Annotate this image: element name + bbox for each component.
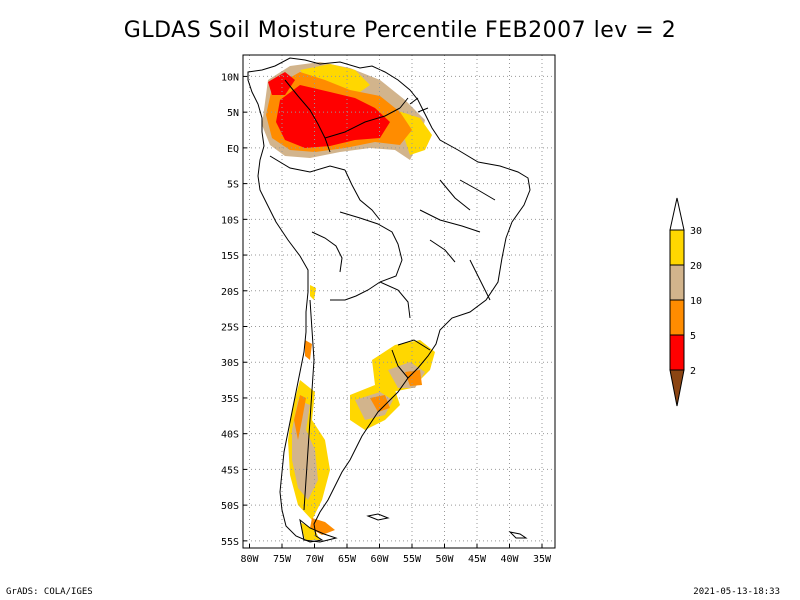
legend-label: 10 [690, 296, 702, 307]
legend-swatch [669, 264, 685, 301]
brazil-states [419, 179, 496, 301]
lon-label: 75W [273, 554, 292, 565]
lon-label: 60W [370, 554, 389, 565]
legend-swatch-above [669, 197, 685, 231]
legend-swatch [669, 299, 685, 336]
lon-label: 65W [338, 554, 357, 565]
border-argentina-uruguay [391, 349, 409, 379]
lat-label: 20S [221, 287, 239, 298]
lon-label: 40W [500, 554, 519, 565]
lat-label: 55S [221, 537, 239, 548]
legend-label: 2 [690, 366, 696, 377]
lon-label: 50W [435, 554, 454, 565]
lat-label: 15S [221, 251, 239, 262]
border-peru-brazil [344, 169, 381, 221]
border-colombia-peru [269, 155, 346, 173]
lon-label: 80W [240, 554, 259, 565]
lat-label: EQ [227, 144, 239, 155]
border-bolivia-brazil [339, 211, 403, 283]
legend-swatch [669, 334, 685, 371]
footer-credit: GrADS: COLA/IGES [6, 587, 93, 597]
lat-label: 10S [221, 215, 239, 226]
soil-moisture-shading [262, 62, 435, 540]
lon-label: 70W [305, 554, 324, 565]
legend-label: 5 [690, 331, 696, 342]
border-venezuela-brazil [324, 107, 401, 139]
falklands [366, 513, 390, 521]
map-frame [242, 54, 556, 549]
shade-region-andes-orange [305, 340, 312, 360]
color-legend: 30 20 10 5 2 [669, 197, 702, 407]
latitude-labels: 10N 5N EQ 5S 10S 15S 20S 25S 30S 35S 40S 45S 50S 55S [221, 72, 247, 548]
border-chile-argentina [303, 299, 315, 511]
legend-swatch-below [669, 369, 685, 407]
border-peru-bolivia [311, 231, 343, 273]
lat-label: 50S [221, 501, 239, 512]
tierra-del-fuego [299, 518, 338, 543]
lon-label: 55W [403, 554, 422, 565]
legend-swatch [669, 229, 685, 266]
border-bolivia-paraguay [330, 281, 381, 301]
footer-timestamp: 2021-05-13-18:33 [693, 587, 780, 597]
lat-label: 40S [221, 430, 239, 441]
shade-region-north-red [276, 85, 390, 148]
coastline-and-borders [247, 57, 531, 543]
lon-label: 35W [533, 554, 552, 565]
shade-region-uruguay-orange [405, 370, 422, 386]
continent-outline [247, 57, 531, 543]
lat-label: 5S [227, 180, 239, 191]
border-guianas [399, 97, 429, 113]
border-brazil-uruguay [397, 339, 431, 351]
south-georgia [508, 531, 528, 539]
lat-label: 25S [221, 323, 239, 334]
legend-label: 20 [690, 261, 702, 272]
border-colombia-venezuela [284, 79, 331, 153]
border-paraguay-brazil [379, 281, 411, 319]
lon-label: 45W [468, 554, 487, 565]
shade-region-mid-gold [310, 285, 316, 300]
lat-label: 10N [221, 72, 239, 83]
chart-title: GLDAS Soil Moisture Percentile FEB2007 l… [123, 18, 677, 43]
lat-label: 45S [221, 465, 239, 476]
longitude-labels: 80W 75W 70W 65W 60W 55W 50W 45W 40W 35W [240, 544, 552, 565]
lat-label: 30S [221, 358, 239, 369]
lat-label: 35S [221, 394, 239, 405]
lat-label: 5N [227, 108, 239, 119]
shade-region-south-orange [294, 395, 306, 440]
legend-label: 30 [690, 226, 702, 237]
